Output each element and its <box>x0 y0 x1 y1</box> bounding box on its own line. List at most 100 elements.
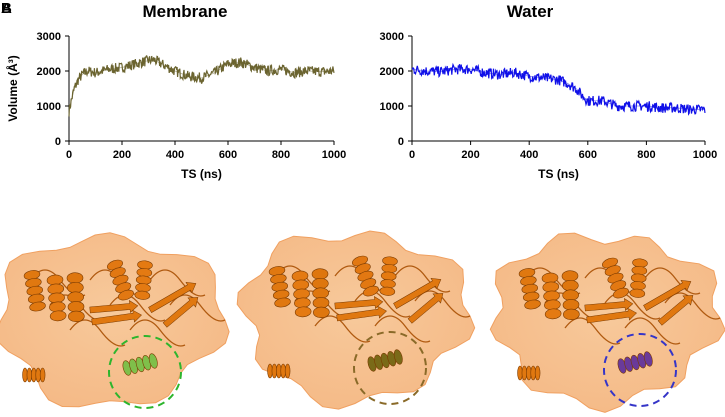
water-x-tick-label: 800 <box>637 149 655 161</box>
coil-loop <box>374 315 431 343</box>
beta-strand-arrow <box>393 277 442 309</box>
water-volume-chart: 0 1000 2000 3000 0 200 400 600 800 1000 TS (ns) <box>380 31 718 181</box>
membrane-y-tick-label: 2000 <box>37 66 61 78</box>
helix <box>602 257 629 299</box>
membrane-y-tick-label: 1000 <box>37 101 61 113</box>
structure-3 <box>489 232 725 413</box>
helix-turn <box>274 297 291 308</box>
highlighted-helix <box>122 353 158 376</box>
helix-turn <box>39 367 46 383</box>
helix <box>561 270 580 321</box>
helix <box>291 270 312 318</box>
water-series-trend <box>411 68 705 110</box>
highlight-circle <box>108 335 182 409</box>
coil-loop <box>149 269 206 297</box>
beta-strand <box>393 277 442 309</box>
helix-turn <box>312 297 330 309</box>
highlighted-helix-turn <box>148 353 158 369</box>
beta-strand <box>148 281 197 313</box>
helix-turn <box>311 268 329 280</box>
beta-strand-arrow <box>584 298 634 312</box>
helix-turn <box>313 306 330 319</box>
helix-turn <box>67 291 84 303</box>
water-series-line <box>411 62 706 116</box>
highlight-circle <box>353 331 427 405</box>
water-y-tick-label: 1000 <box>380 101 404 113</box>
highlighted-helix <box>367 349 403 372</box>
helix-turn <box>284 363 291 379</box>
highlighted-helix <box>617 351 653 374</box>
helix <box>311 268 330 319</box>
helix-turn <box>312 287 329 299</box>
membrane-x-tick-label: 400 <box>166 149 184 161</box>
beta-strand <box>91 309 142 326</box>
helix-turn <box>66 272 84 284</box>
beta-strand-arrow <box>334 296 384 310</box>
membrane-series-line <box>68 55 335 117</box>
beta-strand <box>643 279 692 311</box>
water-x-tick-label: 400 <box>520 149 538 161</box>
helix-turn <box>534 365 541 381</box>
beta-strand <box>336 305 387 322</box>
water-x-tick-label: 200 <box>461 149 479 161</box>
helix <box>267 363 291 379</box>
helix <box>66 272 85 323</box>
helix <box>23 270 46 312</box>
helix-turn <box>29 301 46 312</box>
beta-strand <box>334 296 384 310</box>
helix-turn <box>68 310 85 323</box>
coil-loop <box>129 319 186 347</box>
beta-strand-arrow <box>91 309 142 326</box>
helix <box>22 367 46 383</box>
beta-strand <box>586 307 637 324</box>
helix <box>268 266 291 308</box>
beta-strand-arrow <box>148 281 197 313</box>
helix-turn <box>562 289 579 301</box>
membrane-x-tick-label: 600 <box>219 149 237 161</box>
beta-strand-arrow <box>89 300 139 314</box>
helix-turn <box>312 277 329 290</box>
helix-turn <box>117 289 134 301</box>
helix-turn <box>562 299 580 311</box>
membrane-volume-chart: 0 1000 2000 3000 0 200 400 600 800 1000 TS (ns) Vol… <box>5 31 346 181</box>
helix <box>517 365 541 381</box>
water-y-tick-label: 3000 <box>380 31 404 43</box>
coil-loop <box>314 315 371 343</box>
coil-loop <box>644 267 701 295</box>
helix-turn <box>362 285 379 297</box>
helix-turn <box>629 288 646 298</box>
highlighted-helix-turn <box>393 349 403 365</box>
beta-strand <box>162 297 199 328</box>
helix-turn <box>524 299 541 310</box>
helix <box>518 268 541 310</box>
helix-turn <box>67 301 85 313</box>
highlighted-helix-turn <box>643 351 653 367</box>
helix <box>541 272 562 320</box>
helix-turn <box>49 310 67 322</box>
helix <box>352 255 379 297</box>
water-x-tick-label: 1000 <box>693 149 717 161</box>
membrane-x-axis-label: TS (ns) <box>181 167 222 181</box>
beta-strand-arrow <box>643 279 692 311</box>
membrane-y-tick-label: 0 <box>55 136 61 148</box>
water-x-axis-label: TS (ns) <box>538 167 579 181</box>
beta-strand-arrow <box>407 293 444 324</box>
beta-strand <box>407 293 444 324</box>
helix-turn <box>379 286 396 296</box>
coil-loop <box>564 317 621 345</box>
coil-loop <box>624 317 681 345</box>
beta-strand <box>657 295 694 326</box>
beta-strand-arrow <box>336 305 387 322</box>
membrane-y-tick-label: 3000 <box>37 31 61 43</box>
highlight-circle <box>603 333 677 407</box>
beta-strand <box>584 298 634 312</box>
helix-turn <box>134 290 151 300</box>
water-x-tick-label: 600 <box>579 149 597 161</box>
helix-turn <box>561 270 579 282</box>
helix <box>107 259 134 301</box>
helix <box>379 256 398 296</box>
coil-loop <box>394 265 451 293</box>
beta-strand <box>89 300 139 314</box>
membrane-x-tick-label: 800 <box>272 149 290 161</box>
